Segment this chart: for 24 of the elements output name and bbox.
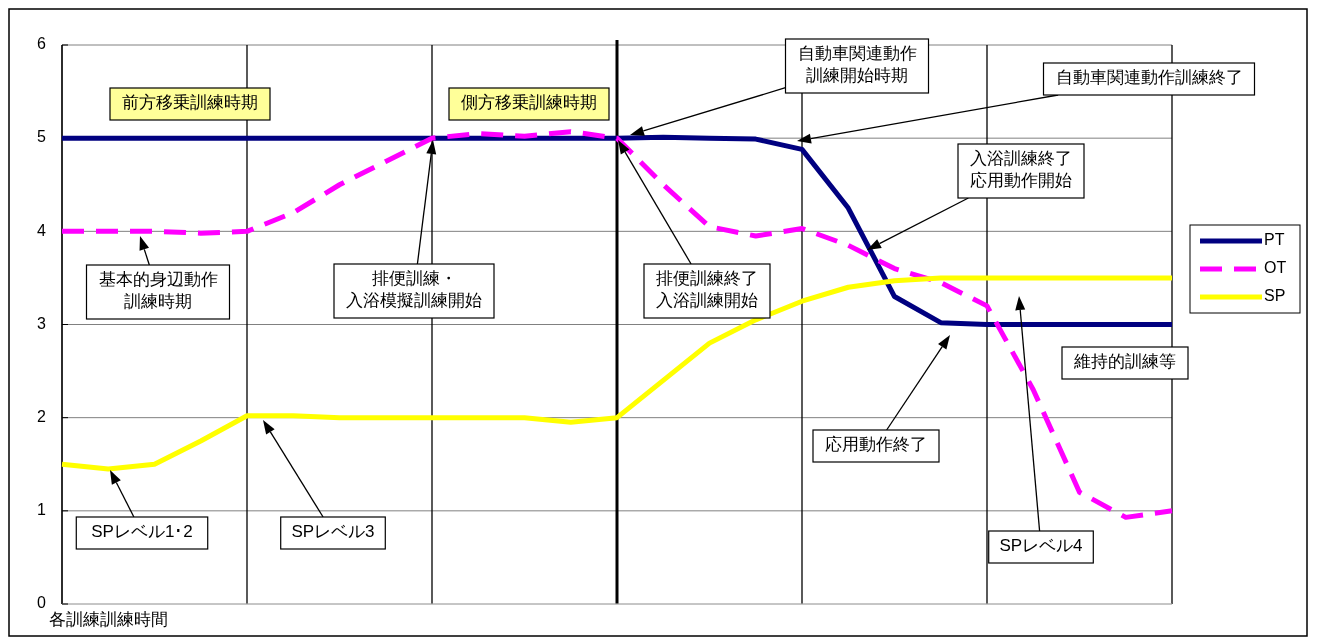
legend-label: OT: [1264, 259, 1287, 277]
annotation: 自動車関連動作訓練開始時期: [797, 44, 917, 86]
y-tick-label: 1: [37, 501, 47, 519]
annotation: 自動車関連動作訓練終了: [1055, 68, 1243, 88]
y-tick-label: 0: [37, 594, 47, 612]
legend-label: PT: [1264, 231, 1285, 249]
annotation: 基本的身辺動作訓練時期: [98, 270, 218, 312]
annotation: SPレベル1･2: [91, 522, 193, 542]
annotation: 排便訓練・入浴模擬訓練開始: [346, 269, 482, 311]
annotation: SPレベル4: [999, 536, 1083, 556]
y-tick-label: 5: [37, 128, 47, 146]
annotation: 維持的訓練等: [1073, 352, 1176, 372]
y-tick-label: 3: [37, 314, 47, 332]
annotation: 排便訓練終了入浴訓練開始: [656, 269, 758, 311]
annotation: 応用動作終了: [825, 435, 927, 455]
legend-label: SP: [1264, 287, 1286, 305]
y-tick-label: 2: [37, 407, 47, 425]
y-tick-label: 4: [37, 221, 47, 239]
annotation: SPレベル3: [291, 522, 375, 542]
annotation: 入浴訓練終了応用動作開始: [970, 149, 1072, 191]
y-tick-label: 6: [37, 35, 47, 53]
annotation: 前方移乗訓練時期: [122, 93, 258, 113]
annotation: 側方移乗訓練時期: [461, 93, 597, 113]
x-axis-title: 各訓練訓練時間: [49, 610, 168, 629]
